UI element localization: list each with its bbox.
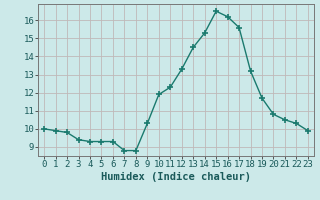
X-axis label: Humidex (Indice chaleur): Humidex (Indice chaleur) <box>101 172 251 182</box>
